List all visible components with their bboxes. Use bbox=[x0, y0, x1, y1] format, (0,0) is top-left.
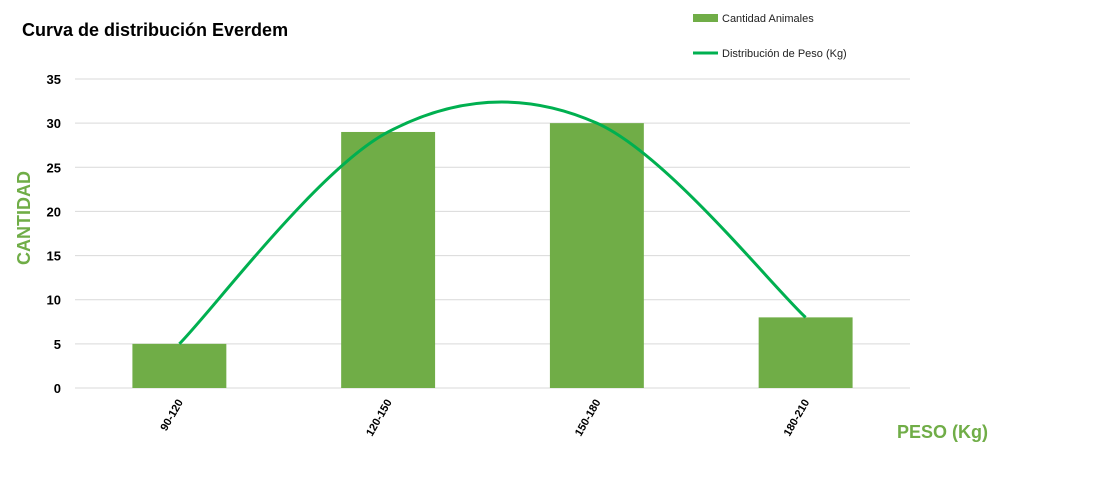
y-tick-label: 25 bbox=[47, 160, 61, 175]
bar-180-210 bbox=[758, 317, 853, 388]
y-tick-label: 20 bbox=[47, 204, 61, 219]
legend: Cantidad Animales Distribución de Peso (… bbox=[693, 13, 847, 60]
bars bbox=[132, 123, 853, 389]
x-axis-ticks: 90-120 120-150 150-180 180-210 bbox=[158, 398, 812, 439]
gridlines bbox=[75, 78, 910, 345]
y-tick-label: 0 bbox=[54, 381, 61, 396]
bar-150-180 bbox=[549, 123, 644, 389]
x-axis-label: PESO (Kg) bbox=[897, 422, 988, 442]
distribution-curve bbox=[178, 100, 807, 345]
x-tick-label: 150-180 bbox=[573, 398, 604, 439]
y-tick-label: 15 bbox=[47, 249, 61, 264]
x-tick-label: 90-120 bbox=[158, 398, 186, 434]
y-axis-ticks: 0 5 10 15 20 25 30 35 bbox=[47, 72, 61, 396]
y-tick-label: 35 bbox=[47, 72, 61, 87]
legend-bar-label: Cantidad Animales bbox=[722, 13, 814, 25]
chart-title: Curva de distribución Everdem bbox=[22, 20, 288, 40]
bar-120-150 bbox=[341, 131, 436, 388]
bar-90-120 bbox=[132, 343, 227, 388]
y-tick-label: 10 bbox=[47, 293, 61, 308]
x-tick-label: 120-150 bbox=[364, 398, 395, 439]
y-axis-label: CANTIDAD bbox=[14, 171, 34, 265]
y-tick-label: 5 bbox=[54, 337, 61, 352]
x-tick-label: 180-210 bbox=[782, 398, 813, 439]
legend-bar-swatch bbox=[693, 14, 718, 22]
y-tick-label: 30 bbox=[47, 116, 61, 131]
legend-line-label: Distribución de Peso (Kg) bbox=[722, 48, 847, 60]
